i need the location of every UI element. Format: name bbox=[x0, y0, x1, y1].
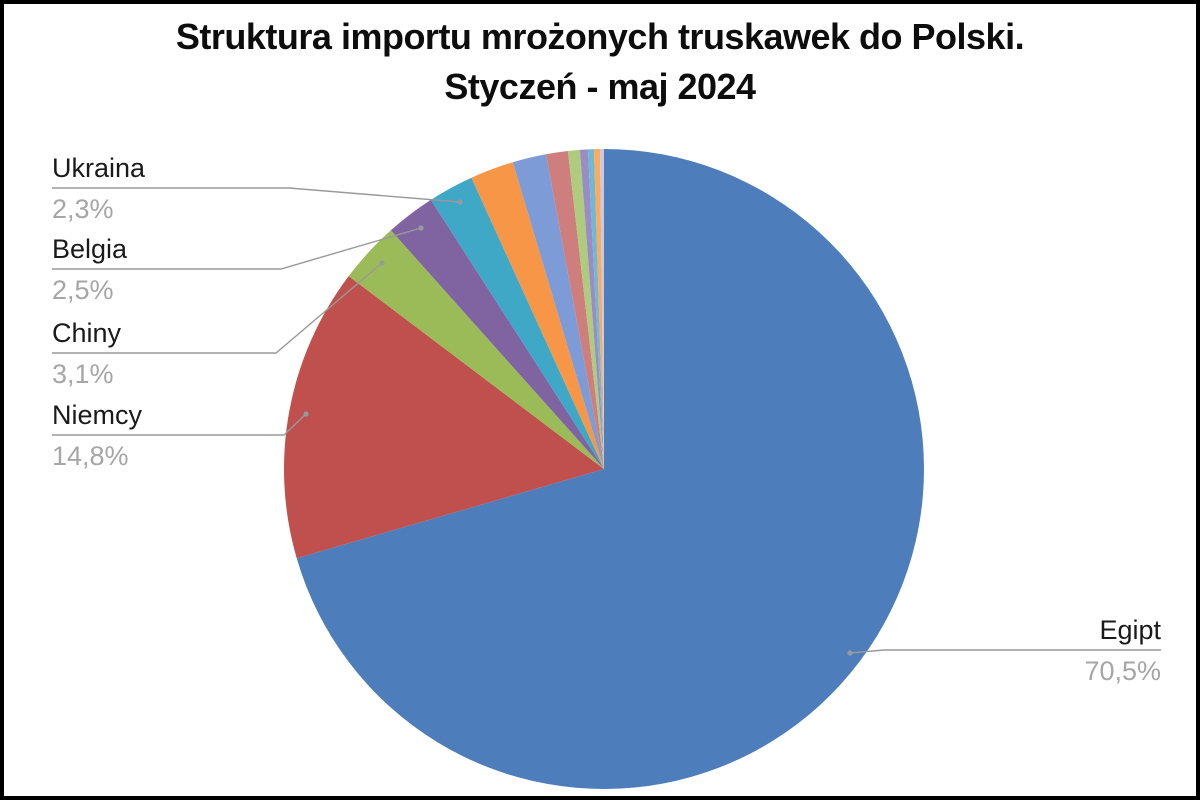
callout-value-belgia: 2,5% bbox=[52, 275, 114, 305]
leader-line-ukraina bbox=[52, 187, 461, 203]
pie-slice-unlabeled-9 bbox=[579, 149, 604, 469]
callout-value-niemcy: 14,8% bbox=[52, 441, 129, 471]
chart-title-line1: Struktura importu mrożonych truskawek do… bbox=[175, 16, 1025, 57]
leader-line-chiny bbox=[52, 262, 383, 354]
pie-slice-niemcy bbox=[284, 276, 604, 559]
pie-chart-svg bbox=[52, 149, 1161, 789]
callout-label-niemcy: Niemcy bbox=[52, 400, 143, 430]
callout-value-chiny: 3,1% bbox=[52, 359, 114, 389]
pie-slice-ukraina bbox=[430, 177, 604, 469]
leader-dot-ukraina bbox=[457, 199, 463, 205]
leader-dot-belgia bbox=[418, 225, 424, 231]
pie-slice-chiny bbox=[348, 230, 604, 469]
callout-value-ukraina: 2,3% bbox=[52, 194, 114, 224]
callout-label-ukraina: Ukraina bbox=[52, 153, 146, 183]
leader-dot-niemcy bbox=[303, 411, 309, 417]
leader-dot-chiny bbox=[379, 260, 385, 266]
leader-line-egipt bbox=[849, 649, 1161, 654]
callout-layer: Ukraina 2,3% Belgia 2,5% Chiny 3,1% Niemcy 14,8… bbox=[4, 4, 1196, 796]
pie-slice-unlabeled-6 bbox=[512, 154, 604, 469]
callout-label-belgia: Belgia bbox=[52, 234, 128, 264]
callout-value-egipt: 70,5% bbox=[1084, 656, 1161, 686]
callout-label-egipt: Egipt bbox=[1099, 615, 1161, 645]
leader-dot-egipt bbox=[847, 650, 853, 656]
pie-slice-unlabeled-5 bbox=[471, 162, 604, 470]
callout-label-chiny: Chiny bbox=[52, 318, 122, 348]
pie-slice-unlabeled-7 bbox=[546, 151, 604, 470]
chart-title: Struktura importu mrożonych truskawek do… bbox=[4, 12, 1196, 112]
pie-slice-egipt bbox=[296, 149, 924, 789]
pie-slice-belgia bbox=[390, 199, 604, 469]
chart-title-line2: Styczeń - maj 2024 bbox=[444, 66, 756, 107]
pie-slice-unlabeled-11 bbox=[593, 149, 604, 469]
leader-line-belgia bbox=[52, 227, 422, 270]
pie-slice-unlabeled-12 bbox=[599, 149, 604, 469]
pie-slice-unlabeled-10 bbox=[587, 149, 604, 469]
pie-slice-unlabeled-8 bbox=[567, 149, 604, 469]
leader-line-niemcy bbox=[52, 413, 307, 436]
